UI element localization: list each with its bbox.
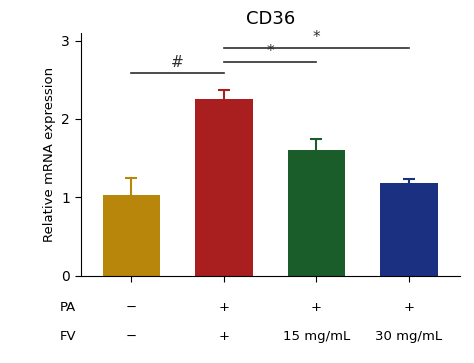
Text: 30 mg/mL: 30 mg/mL: [375, 330, 442, 343]
Bar: [195, 99, 253, 276]
Text: +: +: [311, 301, 322, 314]
Text: −: −: [126, 301, 137, 314]
Text: #: #: [171, 55, 184, 70]
Text: +: +: [403, 301, 414, 314]
Text: +: +: [219, 301, 229, 314]
Text: +: +: [219, 330, 229, 343]
Text: FV: FV: [59, 330, 76, 343]
Text: 15 mg/mL: 15 mg/mL: [283, 330, 350, 343]
Bar: [288, 150, 345, 276]
Text: PA: PA: [60, 301, 76, 314]
Text: *: *: [266, 44, 274, 58]
Title: CD36: CD36: [246, 10, 295, 28]
Y-axis label: Relative mRNA expression: Relative mRNA expression: [43, 67, 56, 242]
Text: *: *: [313, 30, 320, 45]
Text: −: −: [126, 330, 137, 343]
Bar: [380, 183, 438, 276]
Bar: [103, 195, 160, 276]
